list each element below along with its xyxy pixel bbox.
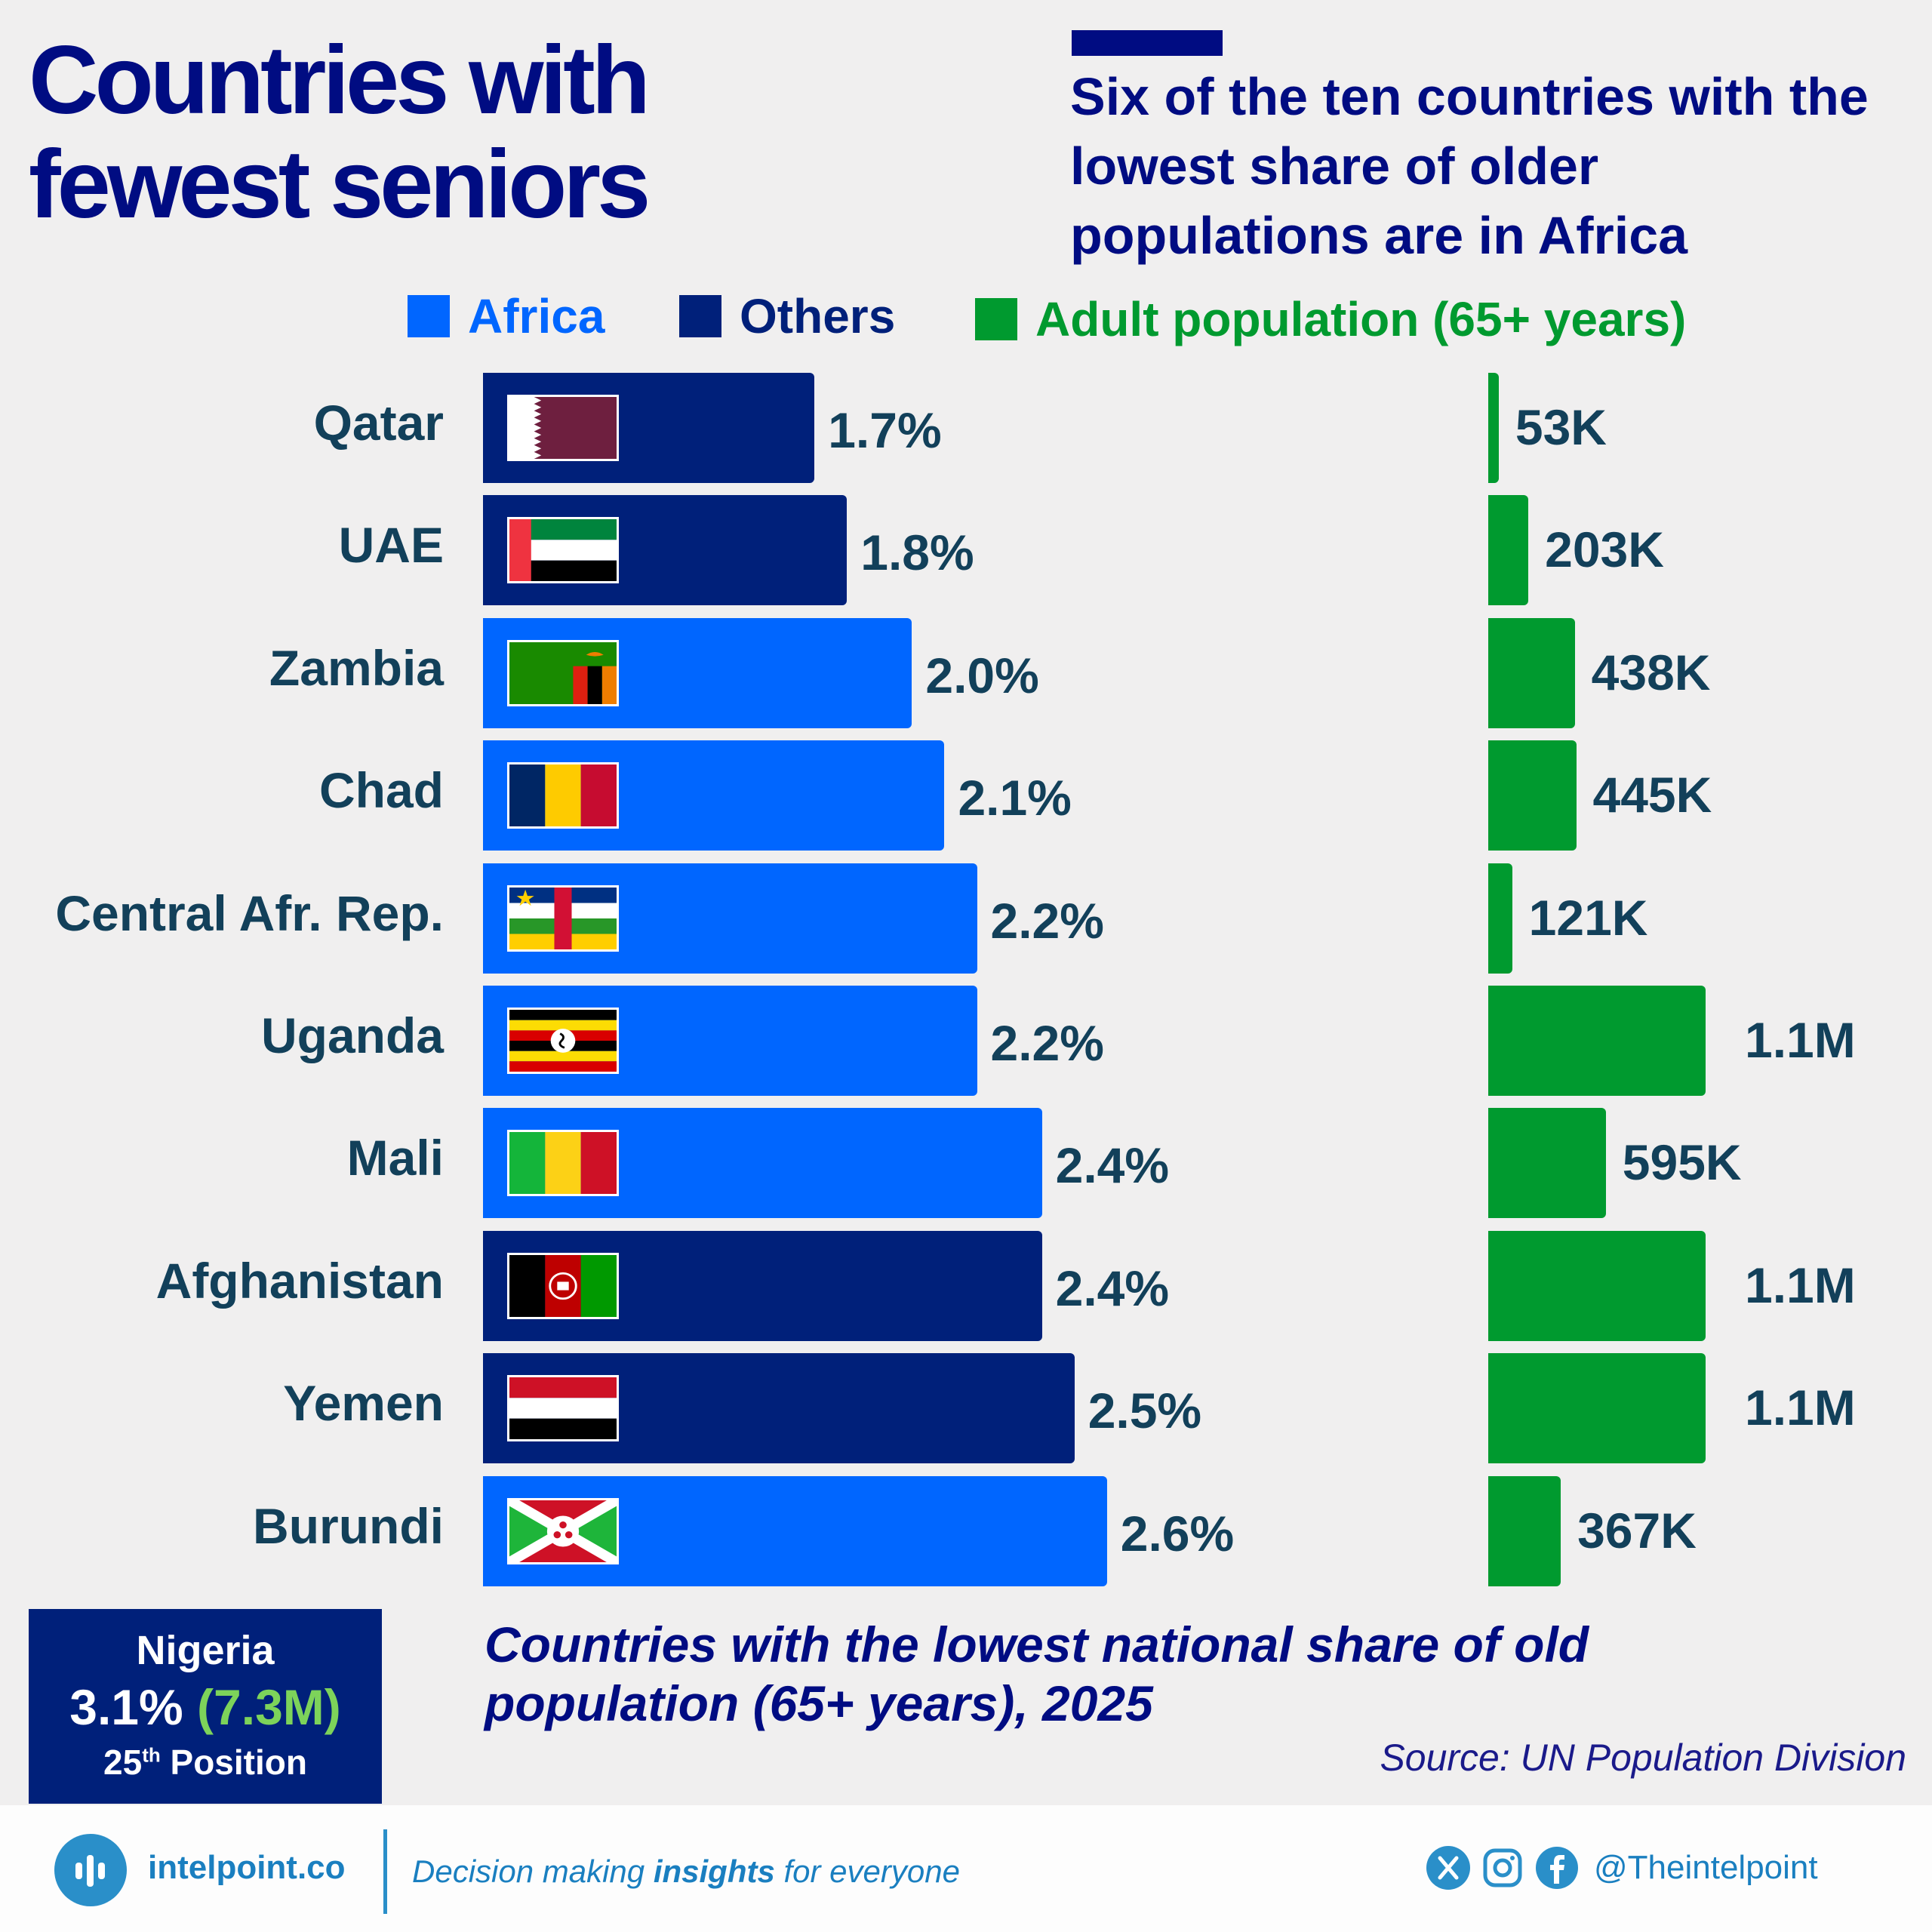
population-bar-afghanistan <box>1488 1230 1706 1341</box>
country-label-chad: Chad <box>319 762 444 819</box>
pct-label-chad: 2.1% <box>958 770 1072 826</box>
subtitle-accent-bar <box>1072 30 1223 56</box>
population-bar-uganda <box>1488 986 1706 1096</box>
legend-label-africa: Africa <box>468 289 605 343</box>
x-icon[interactable] <box>1426 1846 1470 1890</box>
flag-uae-icon <box>507 517 619 584</box>
population-label-central-afr-rep: 121K <box>1528 889 1648 946</box>
population-bar-uae <box>1488 495 1529 606</box>
facebook-icon[interactable] <box>1535 1846 1579 1890</box>
flag-chad-icon <box>507 762 619 829</box>
source-note: Source: UN Population Division <box>1380 1737 1906 1779</box>
population-label-mali: 595K <box>1622 1134 1742 1191</box>
footer: intelpoint.co Decision making insights f… <box>0 1805 1932 1932</box>
intelpoint-logo-icon <box>54 1834 127 1906</box>
highlight-country: Nigeria <box>136 1628 275 1673</box>
highlight-rank-sup: th <box>142 1743 161 1767</box>
highlight-rank: 25th Position <box>29 1742 382 1783</box>
legend-swatch-africa <box>408 295 450 337</box>
pct-label-burundi: 2.6% <box>1120 1505 1235 1561</box>
pct-label-yemen: 2.5% <box>1088 1383 1202 1439</box>
population-label-uganda: 1.1M <box>1745 1012 1856 1068</box>
flag-uganda-icon <box>507 1008 619 1074</box>
social-links: @Theintelpoint <box>1426 1846 1818 1890</box>
country-label-yemen: Yemen <box>283 1375 444 1432</box>
pct-label-uae: 1.8% <box>860 525 974 581</box>
pct-label-mali: 2.4% <box>1055 1137 1170 1194</box>
subtitle: Six of the ten countries with the lowest… <box>1070 67 1869 265</box>
legend-item-others: Others <box>679 288 895 344</box>
flag-afghanistan-icon <box>507 1252 619 1319</box>
legend-item-adult-population: Adult population (65+ years) <box>975 291 1686 347</box>
footer-divider <box>383 1829 387 1914</box>
flag-mali-icon <box>507 1130 619 1197</box>
flag-qatar-icon <box>507 395 619 461</box>
highlight-pop: (7.3M) <box>197 1679 341 1735</box>
population-bar-burundi <box>1488 1475 1561 1586</box>
flag-yemen-icon <box>507 1375 619 1442</box>
population-label-burundi: 367K <box>1577 1502 1697 1558</box>
pct-label-zambia: 2.0% <box>925 647 1039 703</box>
legend-label-adult-population: Adult population (65+ years) <box>1035 292 1687 346</box>
pct-label-afghanistan: 2.4% <box>1055 1260 1170 1316</box>
population-bar-chad <box>1488 740 1577 851</box>
tagline: Decision making insights for everyone <box>412 1854 960 1890</box>
legend-label-others: Others <box>740 289 896 343</box>
flag-zambia-icon <box>507 639 619 706</box>
country-label-zambia: Zambia <box>269 639 444 696</box>
population-bar-zambia <box>1488 617 1575 728</box>
country-label-uganda: Uganda <box>260 1008 444 1063</box>
highlight-pct: 3.1% <box>69 1679 183 1735</box>
title-line-1: Countries with <box>29 26 651 134</box>
social-handle[interactable]: @Theintelpoint <box>1594 1849 1818 1886</box>
population-label-chad: 445K <box>1592 767 1712 823</box>
country-label-afghanistan: Afghanistan <box>155 1252 444 1309</box>
instagram-icon[interactable] <box>1481 1846 1524 1890</box>
flag-burundi-icon <box>507 1497 619 1564</box>
highlight-box-nigeria: Nigeria 3.1% (7.3M) 25th Position <box>29 1609 382 1804</box>
population-bar-mali <box>1488 1108 1606 1219</box>
highlight-rank-word: Position <box>170 1743 307 1782</box>
legend-item-africa: Africa <box>408 288 605 344</box>
population-label-uae: 203K <box>1545 521 1664 578</box>
legend: Africa Others Adult population (65+ year… <box>0 288 1932 349</box>
pct-label-uganda: 2.2% <box>990 1015 1104 1071</box>
population-label-qatar: 53K <box>1515 399 1607 455</box>
population-label-yemen: 1.1M <box>1745 1380 1856 1436</box>
highlight-values: 3.1% (7.3M) <box>29 1678 382 1736</box>
legend-swatch-others <box>679 295 721 337</box>
population-label-afghanistan: 1.1M <box>1745 1257 1856 1313</box>
population-bar-yemen <box>1488 1353 1706 1464</box>
page-title: Countries with fewest seniors <box>29 26 651 238</box>
legend-swatch-adult-population <box>975 298 1017 340</box>
pct-label-qatar: 1.7% <box>828 402 942 458</box>
tagline-post: for everyone <box>774 1854 960 1889</box>
tagline-bold: insights <box>653 1854 775 1889</box>
chart-caption: Countries with the lowest national share… <box>485 1617 1589 1731</box>
country-label-mali: Mali <box>346 1130 444 1186</box>
population-label-zambia: 438K <box>1591 644 1711 700</box>
country-label-central-afr-rep: Central Afr. Rep. <box>55 884 444 941</box>
population-bar-qatar <box>1488 373 1499 483</box>
country-label-qatar: Qatar <box>313 395 444 451</box>
population-bar-central-afr-rep <box>1488 863 1512 974</box>
pct-label-central-afr-rep: 2.2% <box>990 892 1104 949</box>
country-label-uae: UAE <box>338 517 444 574</box>
flag-central-afr-rep-icon <box>507 884 619 952</box>
brand-name[interactable]: intelpoint.co <box>148 1849 346 1886</box>
tagline-pre: Decision making <box>412 1854 654 1889</box>
title-line-2: fewest seniors <box>29 131 651 238</box>
country-label-burundi: Burundi <box>253 1497 444 1554</box>
highlight-rank-num: 25 <box>103 1743 143 1782</box>
